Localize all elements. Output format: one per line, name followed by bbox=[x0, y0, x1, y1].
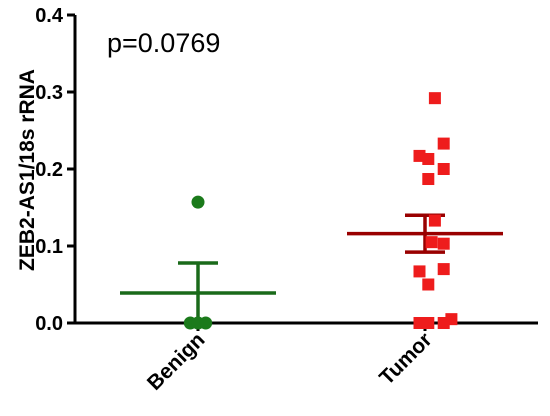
data-point bbox=[445, 313, 458, 326]
group-statistics bbox=[120, 213, 503, 323]
data-point bbox=[437, 163, 450, 175]
stats-tumor bbox=[347, 213, 503, 254]
data-points bbox=[183, 92, 458, 330]
y-tick-label: 0.1 bbox=[35, 236, 63, 258]
data-point bbox=[428, 214, 441, 227]
data-point bbox=[437, 263, 450, 276]
y-tick-label: 0.2 bbox=[35, 159, 63, 181]
data-point bbox=[422, 173, 435, 186]
data-point bbox=[425, 236, 438, 249]
p-value-annotation: p=0.0769 bbox=[107, 28, 220, 58]
data-point bbox=[191, 195, 205, 209]
x-axis: Benign Tumor bbox=[75, 321, 538, 395]
data-point bbox=[422, 278, 435, 291]
data-point bbox=[199, 316, 213, 330]
data-point bbox=[422, 317, 435, 329]
x-category-label: Tumor bbox=[375, 328, 436, 389]
data-point bbox=[437, 137, 450, 150]
y-tick-label: 0.4 bbox=[35, 5, 64, 27]
data-point bbox=[413, 265, 426, 278]
data-point bbox=[437, 237, 450, 250]
y-axis-label: ZEB2-AS1/18s rRNA bbox=[16, 69, 39, 271]
y-tick-label: 0.0 bbox=[35, 313, 63, 335]
y-axis: 0.0 0.1 0.2 0.3 0.4 bbox=[35, 5, 77, 335]
x-category-label: Benign bbox=[143, 328, 210, 395]
y-tick-label: 0.3 bbox=[35, 82, 63, 104]
data-point bbox=[428, 92, 441, 105]
stats-benign bbox=[120, 261, 276, 323]
data-point bbox=[422, 152, 435, 165]
